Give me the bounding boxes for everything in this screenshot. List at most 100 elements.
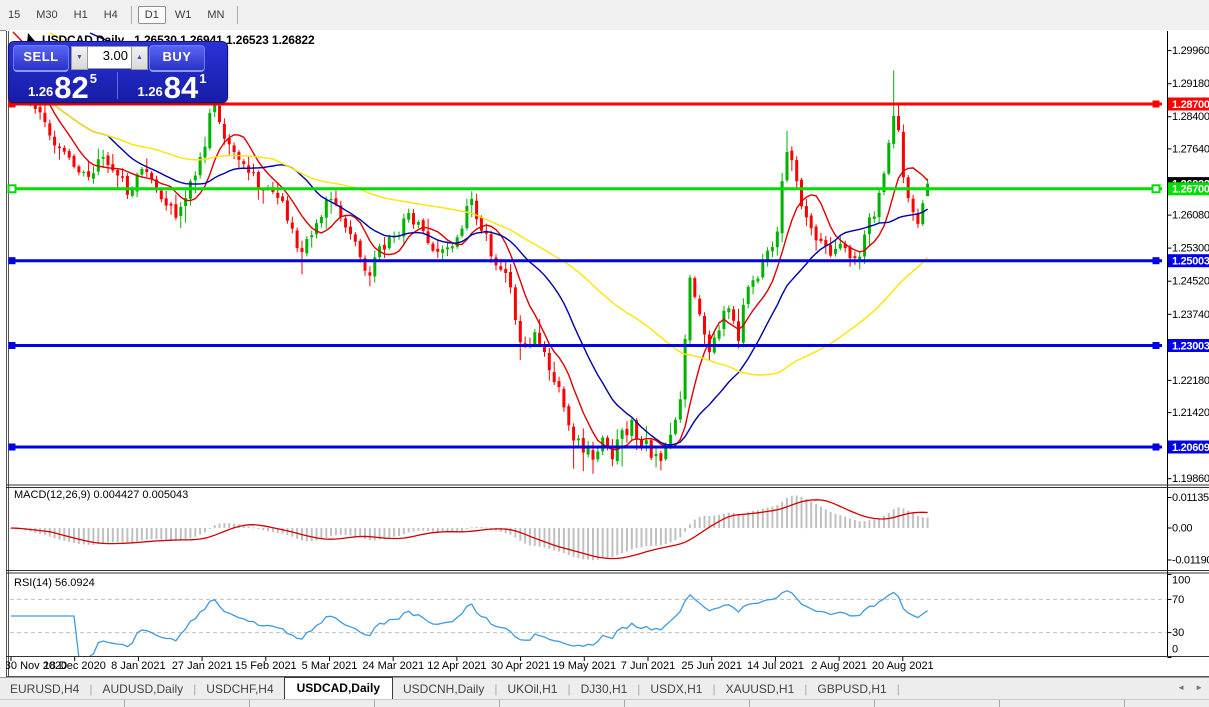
rsi-panel[interactable] — [10, 589, 1166, 658]
period-button-15[interactable]: 15 — [8, 9, 21, 21]
price-tick-label: 1.25300 — [1172, 243, 1209, 255]
period-button-h4[interactable]: H4 — [103, 9, 118, 21]
bottom-edge-strip — [0, 699, 1209, 707]
tab-gbpusd-h1[interactable]: GBPUSD,H1 — [817, 682, 887, 696]
volume-decrease-button[interactable]: ▼ — [71, 46, 88, 70]
tab-scroll-buttons: ◄ ► — [1177, 683, 1203, 692]
date-tick-label: 20 Aug 2021 — [872, 660, 934, 672]
period-button-m30[interactable]: M30 — [36, 9, 58, 21]
tab-ukoil-h1[interactable]: UKOil,H1 — [507, 682, 558, 696]
horizontal-line[interactable] — [8, 342, 1163, 349]
tab-scroll-left-icon[interactable]: ◄ — [1177, 683, 1186, 692]
price-tick-label: 1.27640 — [1172, 143, 1209, 155]
chart-frame — [6, 31, 1209, 677]
tab-usdcad-daily[interactable]: USDCAD,Daily — [283, 677, 393, 701]
line-handle[interactable] — [8, 257, 16, 265]
chart-window: 1.299601.291801.284001.276401.268601.260… — [6, 30, 1209, 677]
period-button-mn[interactable]: MN — [207, 9, 225, 21]
price-tick-label: 1.26080 — [1172, 210, 1209, 222]
tab-separator: | — [637, 682, 641, 696]
line-handle[interactable] — [1152, 100, 1160, 108]
moving-average-line-55 — [10, 67, 929, 376]
horizontal-line[interactable] — [8, 443, 1163, 451]
tab-dj30-h1[interactable]: DJ30,H1 — [580, 682, 628, 696]
date-tick-label: 19 May 2021 — [552, 660, 616, 672]
line-handle[interactable] — [1152, 342, 1160, 349]
line-handle[interactable] — [8, 443, 16, 451]
price-tick-label: 1.29960 — [1172, 45, 1209, 57]
volume-increase-button[interactable]: ▲ — [131, 46, 148, 70]
candlesticks — [9, 52, 930, 474]
svg-text:1.23003: 1.23003 — [1172, 340, 1209, 352]
horizontal-line[interactable] — [8, 100, 1163, 108]
volume-input[interactable]: 3.00 — [88, 46, 131, 69]
buy-price-base: 1.26 — [137, 84, 163, 99]
buy-price-pips: 84 — [163, 70, 199, 105]
date-tick-label: 15 Feb 2021 — [235, 660, 297, 672]
rsi-axis-label: 30 — [1172, 627, 1184, 639]
price-tag: 1.28700 — [1168, 97, 1209, 111]
macd-axis-label: 0.01135 — [1172, 492, 1209, 504]
line-handle[interactable] — [8, 342, 16, 349]
buy-button[interactable]: BUY — [149, 45, 205, 72]
tab-scroll-right-icon[interactable]: ► — [1195, 683, 1203, 692]
rsi-axis-label: 70 — [1172, 594, 1184, 606]
buy-price-point: 1 — [199, 71, 207, 86]
tab-separator: | — [494, 682, 498, 696]
tab-separator: | — [896, 682, 900, 696]
svg-text:1.26700: 1.26700 — [1172, 184, 1209, 196]
price-tag: 1.20609 — [1168, 440, 1209, 454]
rsi-indicator-title: RSI(14) 56.0924 — [14, 577, 95, 589]
date-tick-label: 18 Dec 2020 — [44, 660, 106, 672]
date-tick-label: 30 Nov 2020 — [6, 660, 67, 672]
period-button-h1[interactable]: H1 — [73, 9, 88, 21]
macd-panel[interactable] — [10, 495, 929, 561]
moving-average-line-8 — [10, 67, 929, 451]
price-tag: 1.26700 — [1168, 182, 1209, 196]
date-tick-label: 2 Aug 2021 — [811, 660, 867, 672]
rsi-axis-label: 100 — [1172, 575, 1190, 587]
date-tick-label: 14 Jul 2021 — [747, 660, 804, 672]
tab-eurusd-h4[interactable]: EURUSD,H4 — [10, 682, 80, 696]
tab-xauusd-h1[interactable]: XAUUSD,H1 — [725, 682, 795, 696]
macd-axis-label: 0.00 — [1172, 523, 1192, 535]
toolbar-separator — [237, 6, 239, 24]
macd-indicator-title: MACD(12,26,9) 0.004427 0.005043 — [14, 489, 189, 501]
period-button-d1[interactable]: D1 — [137, 6, 166, 24]
date-tick-label: 12 Apr 2021 — [427, 660, 486, 672]
chart-canvas[interactable]: 1.299601.291801.284001.276401.268601.260… — [6, 30, 1209, 677]
line-handle[interactable] — [8, 100, 16, 108]
price-tick-label: 1.23740 — [1172, 309, 1209, 321]
sell-button[interactable]: SELL — [13, 45, 69, 72]
tab-audusd-daily[interactable]: AUDUSD,Daily — [102, 682, 184, 696]
horizontal-line[interactable] — [8, 257, 1163, 265]
svg-text:1.28700: 1.28700 — [1172, 99, 1209, 111]
line-handle[interactable] — [1151, 184, 1161, 194]
price-tick-label: 1.29180 — [1172, 78, 1209, 90]
tab-separator: | — [567, 682, 571, 696]
horizontal-line[interactable] — [7, 184, 1163, 194]
line-handle[interactable] — [7, 184, 17, 194]
buy-price-display: 1.26 84 1 — [119, 70, 225, 105]
price-tick-label: 1.19860 — [1172, 473, 1209, 485]
line-handle[interactable] — [1152, 443, 1160, 451]
period-toolbar: 15 M30 H1 H4 D1 W1 MN — [0, 0, 1209, 31]
tab-separator: | — [804, 682, 808, 696]
line-handle[interactable] — [1152, 257, 1160, 265]
macd-signal-line — [10, 499, 928, 560]
tab-usdchf-h4[interactable]: USDCHF,H4 — [206, 682, 274, 696]
date-tick-label: 27 Jan 2021 — [172, 660, 233, 672]
date-tick-label: 8 Jan 2021 — [111, 660, 165, 672]
price-tick-label: 1.24520 — [1172, 276, 1209, 288]
tab-usdx-h1[interactable]: USDX,H1 — [650, 682, 703, 696]
price-tag: 1.23003 — [1168, 339, 1209, 352]
date-tick-label: 30 Apr 2021 — [491, 660, 550, 672]
price-plot[interactable] — [9, 52, 930, 474]
price-tag: 1.25003 — [1168, 254, 1209, 268]
tab-separator: | — [193, 682, 197, 696]
svg-text:1.25003: 1.25003 — [1172, 256, 1209, 268]
tab-usdcnh-daily[interactable]: USDCNH,Daily — [403, 682, 485, 696]
svg-text:1.20609: 1.20609 — [1172, 442, 1209, 454]
period-button-w1[interactable]: W1 — [174, 9, 192, 21]
